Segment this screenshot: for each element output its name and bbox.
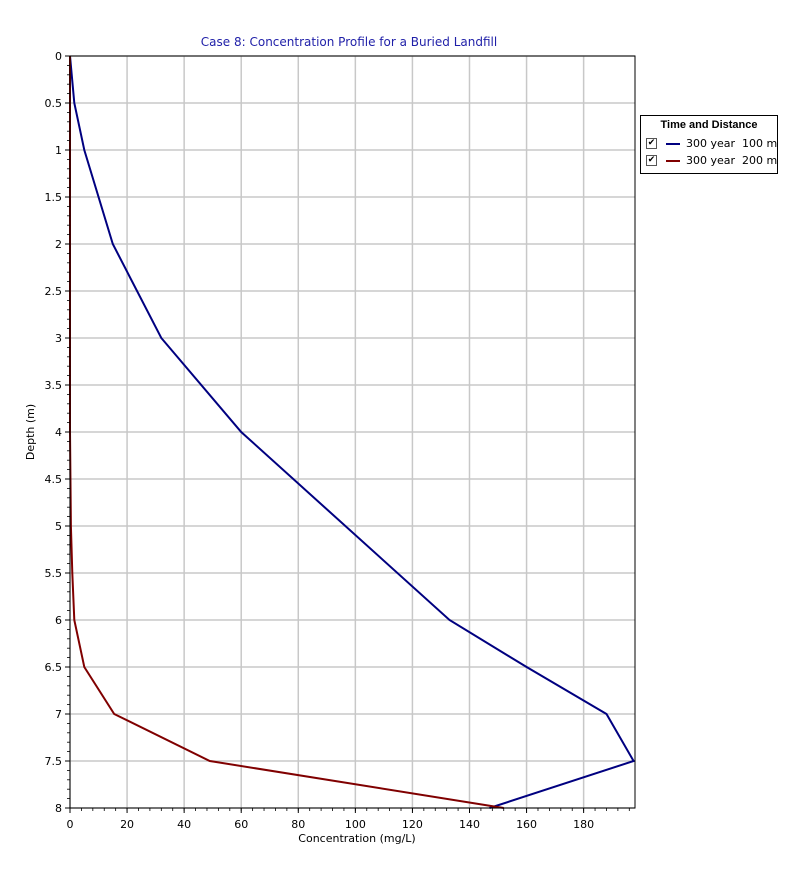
y-tick-label: 1 bbox=[55, 144, 62, 157]
y-tick-label: 3 bbox=[55, 332, 62, 345]
y-tick-label: 6 bbox=[55, 614, 62, 627]
legend-checkbox-series-1[interactable]: ✔ bbox=[646, 138, 657, 149]
x-tick-label: 0 bbox=[67, 818, 74, 831]
legend-title: Time and Distance bbox=[660, 119, 758, 131]
y-tick-labels: 0 0.5 1 1.5 2 2.5 3 3.5 4 4.5 5 5.5 6 6.5 7 7.5 8 bbox=[45, 50, 70, 815]
x-tick-label: 160 bbox=[516, 818, 537, 831]
legend-label-series-2: 300 year 200 m bbox=[686, 154, 778, 167]
x-tick-label: 60 bbox=[234, 818, 248, 831]
legend-checkbox-series-2[interactable]: ✔ bbox=[646, 155, 657, 166]
y-tick-label: 1.5 bbox=[45, 191, 63, 204]
y-tick-label: 5.5 bbox=[45, 567, 63, 580]
x-axis-label: Concentration (mg/L) bbox=[298, 832, 415, 845]
x-tick-label: 100 bbox=[345, 818, 366, 831]
legend-label-series-1: 300 year 100 m bbox=[686, 137, 778, 150]
legend: Time and Distance ✔ 300 year 100 m ✔ 300… bbox=[640, 115, 778, 174]
y-tick-label: 0.5 bbox=[45, 97, 63, 110]
y-tick-label: 5 bbox=[55, 520, 62, 533]
legend-item-series-2[interactable]: ✔ 300 year 200 m bbox=[646, 154, 778, 168]
grid bbox=[69, 55, 635, 809]
x-tick-label: 80 bbox=[291, 818, 305, 831]
y-tick-label: 2.5 bbox=[45, 285, 63, 298]
x-tick-label: 120 bbox=[402, 818, 423, 831]
y-tick-label: 8 bbox=[55, 802, 62, 815]
x-tick-label: 20 bbox=[120, 818, 134, 831]
y-axis-label: Depth (m) bbox=[24, 404, 37, 460]
legend-item-series-1[interactable]: ✔ 300 year 100 m bbox=[646, 137, 778, 151]
y-tick-label: 2 bbox=[55, 238, 62, 251]
y-tick-label: 4.5 bbox=[45, 473, 63, 486]
y-tick-label: 7 bbox=[55, 708, 62, 721]
legend-swatch-series-1 bbox=[666, 143, 680, 145]
x-tick-labels: 0 20 40 60 80 100 120 140 160 180 bbox=[67, 808, 630, 831]
x-tick-label: 180 bbox=[573, 818, 594, 831]
x-tick-label: 40 bbox=[177, 818, 191, 831]
y-tick-label: 7.5 bbox=[45, 755, 63, 768]
x-tick-label: 140 bbox=[459, 818, 480, 831]
y-tick-label: 3.5 bbox=[45, 379, 63, 392]
y-tick-label: 0 bbox=[55, 50, 62, 63]
legend-swatch-series-2 bbox=[666, 160, 680, 162]
series-line-1 bbox=[69, 55, 636, 809]
y-tick-label: 6.5 bbox=[45, 661, 63, 674]
chart-title: Case 8: Concentration Profile for a Buri… bbox=[201, 35, 497, 49]
y-tick-label: 4 bbox=[55, 426, 62, 439]
